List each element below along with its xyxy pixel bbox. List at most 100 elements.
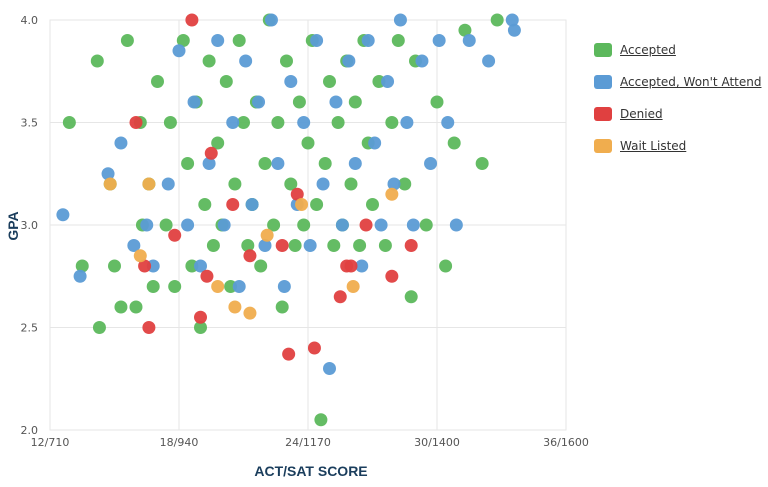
data-point[interactable]: [307, 341, 321, 355]
data-point[interactable]: [288, 239, 302, 252]
data-point[interactable]: [387, 177, 401, 191]
data-point[interactable]: [168, 228, 182, 242]
data-point[interactable]: [202, 157, 216, 170]
legend-item-0[interactable]: Accepted: [594, 34, 761, 66]
data-point[interactable]: [194, 310, 207, 324]
data-point[interactable]: [490, 13, 504, 27]
data-point[interactable]: [400, 116, 414, 129]
data-point[interactable]: [239, 54, 253, 68]
data-point[interactable]: [211, 280, 225, 293]
data-point[interactable]: [138, 259, 152, 273]
data-point[interactable]: [194, 259, 207, 273]
data-point[interactable]: [226, 116, 240, 129]
data-point[interactable]: [241, 239, 255, 252]
data-point[interactable]: [430, 95, 444, 109]
data-point[interactable]: [264, 13, 278, 27]
data-point[interactable]: [297, 218, 311, 232]
data-point[interactable]: [385, 269, 399, 283]
data-point[interactable]: [142, 321, 156, 334]
data-point[interactable]: [56, 208, 70, 222]
data-point[interactable]: [211, 136, 225, 150]
data-point[interactable]: [172, 44, 186, 58]
data-point[interactable]: [187, 95, 201, 109]
data-point[interactable]: [284, 177, 298, 191]
data-point[interactable]: [475, 157, 489, 170]
data-point[interactable]: [381, 75, 395, 88]
data-point[interactable]: [385, 187, 399, 201]
data-point[interactable]: [303, 239, 317, 252]
data-point[interactable]: [228, 177, 242, 191]
data-point[interactable]: [353, 239, 367, 252]
data-point[interactable]: [232, 34, 246, 47]
data-point[interactable]: [507, 23, 521, 37]
data-point[interactable]: [348, 157, 362, 170]
data-point[interactable]: [404, 290, 418, 304]
data-point[interactable]: [92, 321, 106, 334]
data-point[interactable]: [252, 95, 266, 109]
data-point[interactable]: [310, 198, 324, 211]
data-point[interactable]: [282, 347, 296, 361]
data-point[interactable]: [366, 198, 379, 211]
data-point[interactable]: [449, 218, 463, 232]
data-point[interactable]: [206, 239, 220, 252]
data-point[interactable]: [108, 259, 121, 273]
data-point[interactable]: [129, 300, 143, 314]
data-point[interactable]: [90, 54, 104, 68]
data-point[interactable]: [258, 239, 272, 252]
data-point[interactable]: [101, 167, 115, 181]
data-point[interactable]: [275, 239, 289, 252]
legend-item-1[interactable]: Accepted, Won't Attend: [594, 66, 761, 98]
data-point[interactable]: [406, 218, 420, 232]
data-point[interactable]: [211, 34, 225, 47]
data-point[interactable]: [447, 136, 461, 150]
data-point[interactable]: [439, 259, 453, 273]
data-point[interactable]: [331, 116, 345, 129]
data-point[interactable]: [237, 116, 250, 129]
data-point[interactable]: [482, 54, 496, 68]
data-point[interactable]: [323, 75, 336, 88]
data-point[interactable]: [348, 95, 362, 109]
legend-item-3[interactable]: Wait Listed: [594, 130, 761, 162]
data-point[interactable]: [368, 136, 382, 150]
data-point[interactable]: [327, 239, 341, 252]
data-point[interactable]: [458, 23, 472, 37]
data-point[interactable]: [361, 34, 375, 47]
data-point[interactable]: [316, 177, 330, 191]
data-point[interactable]: [271, 157, 285, 170]
data-point[interactable]: [432, 34, 446, 47]
data-point[interactable]: [310, 34, 324, 47]
data-point[interactable]: [159, 218, 173, 232]
data-point[interactable]: [217, 218, 231, 232]
data-point[interactable]: [176, 34, 190, 47]
data-point[interactable]: [346, 280, 360, 293]
data-point[interactable]: [284, 75, 298, 88]
data-point[interactable]: [301, 136, 315, 150]
legend-item-2[interactable]: Denied: [594, 98, 761, 130]
data-point[interactable]: [161, 177, 175, 191]
data-point[interactable]: [181, 218, 195, 232]
data-point[interactable]: [103, 177, 117, 191]
data-point[interactable]: [344, 259, 358, 273]
data-point[interactable]: [258, 157, 272, 170]
data-point[interactable]: [62, 116, 76, 129]
data-point[interactable]: [194, 321, 207, 334]
data-point[interactable]: [277, 280, 291, 293]
data-point[interactable]: [140, 218, 154, 232]
data-point[interactable]: [245, 198, 259, 211]
data-point[interactable]: [151, 75, 164, 88]
data-point[interactable]: [114, 136, 128, 150]
data-point[interactable]: [75, 259, 89, 273]
data-point[interactable]: [198, 198, 212, 211]
data-point[interactable]: [398, 177, 412, 191]
data-point[interactable]: [260, 228, 274, 242]
data-point[interactable]: [142, 177, 156, 191]
data-point[interactable]: [219, 75, 233, 88]
data-point[interactable]: [505, 13, 519, 27]
data-point[interactable]: [280, 54, 293, 68]
data-point[interactable]: [329, 95, 343, 109]
data-point[interactable]: [314, 413, 328, 427]
data-point[interactable]: [441, 116, 455, 129]
data-point[interactable]: [226, 198, 240, 211]
data-point[interactable]: [462, 34, 476, 47]
data-point[interactable]: [290, 187, 304, 201]
